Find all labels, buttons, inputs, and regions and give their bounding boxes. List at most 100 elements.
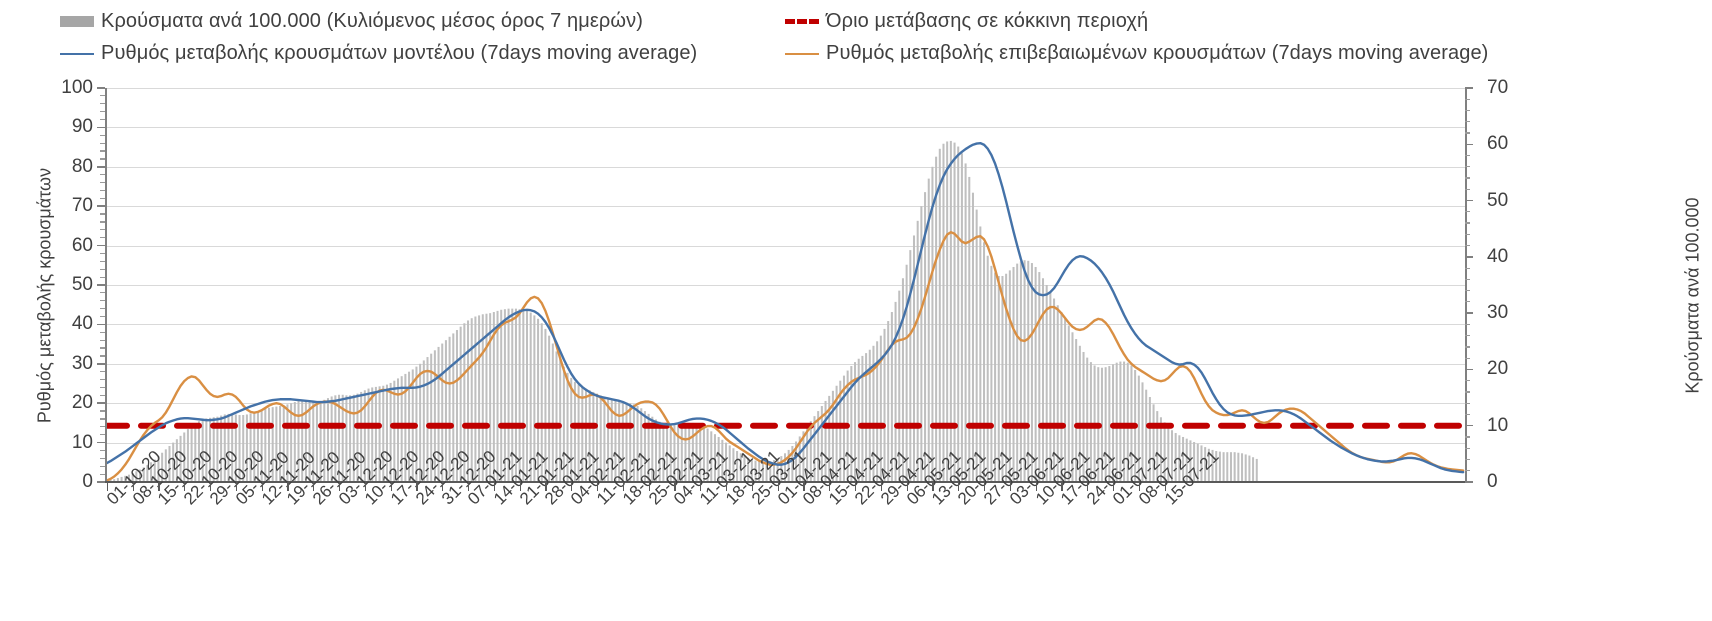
y-tick-minor xyxy=(1465,222,1470,224)
y-tick-minor xyxy=(1465,301,1470,303)
bar xyxy=(912,235,916,482)
bar xyxy=(525,310,529,482)
bar xyxy=(260,409,263,482)
bar xyxy=(968,176,971,482)
bar xyxy=(474,316,477,482)
y-tick-label: 70 xyxy=(1487,77,1509,98)
y-tick-label: 30 xyxy=(71,352,93,374)
bar xyxy=(268,407,271,482)
bar xyxy=(455,330,458,482)
bar xyxy=(231,413,234,482)
y-tick-label: 60 xyxy=(71,234,93,256)
bar xyxy=(533,315,536,482)
plot-area xyxy=(105,88,1465,482)
bar xyxy=(920,206,923,482)
bar xyxy=(127,474,130,482)
bar xyxy=(721,439,724,482)
bar xyxy=(1119,361,1122,482)
gridline xyxy=(105,88,1465,89)
y-tick-label: 30 xyxy=(1487,302,1509,324)
bar xyxy=(253,412,256,482)
y-tick-major xyxy=(97,402,105,404)
legend-label-model: Ρυθμός μεταβολής κρουσμάτων μοντέλου (7d… xyxy=(101,42,698,64)
bar xyxy=(529,312,532,482)
y-tick-minor xyxy=(100,260,105,262)
bar xyxy=(120,476,123,482)
legend-item-threshold[interactable]: Όριο μετάβασης σε κόκκινη περιοχή xyxy=(785,10,1148,33)
y-tick-minor xyxy=(1465,380,1470,382)
bar xyxy=(352,394,355,482)
bar xyxy=(522,309,525,482)
legend-item-model[interactable]: Ρυθμός μεταβολής κρουσμάτων μοντέλου (7d… xyxy=(60,42,697,65)
bar xyxy=(459,326,462,482)
y-tick-minor xyxy=(100,292,105,294)
bar xyxy=(1233,452,1236,482)
bar xyxy=(345,395,348,482)
bar xyxy=(1226,452,1229,482)
bar xyxy=(820,406,823,482)
bar xyxy=(1030,263,1033,482)
bar xyxy=(172,442,175,482)
bar xyxy=(640,408,643,482)
y-tick-major xyxy=(97,166,105,168)
x-tick xyxy=(906,482,908,491)
bar xyxy=(334,395,337,482)
bar xyxy=(245,414,248,482)
bar xyxy=(643,411,646,482)
y-axis-right-spine xyxy=(1465,88,1467,482)
bar xyxy=(610,399,613,482)
bar xyxy=(249,413,252,482)
bar xyxy=(1174,433,1177,482)
x-tick xyxy=(364,482,367,491)
bar xyxy=(603,397,606,482)
bar xyxy=(1178,435,1181,482)
bar xyxy=(732,448,735,482)
y-tick-minor xyxy=(1465,177,1470,179)
bar xyxy=(916,220,919,482)
bar xyxy=(1108,366,1111,482)
bar xyxy=(444,340,447,482)
bar xyxy=(470,318,473,482)
bar xyxy=(994,272,997,482)
bar xyxy=(422,360,425,482)
bar xyxy=(234,414,237,482)
y-tick-minor xyxy=(1465,357,1470,359)
bar xyxy=(209,417,212,482)
bar xyxy=(839,380,842,482)
y-tick-minor xyxy=(1465,470,1470,472)
y-tick-minor xyxy=(100,213,105,215)
bar xyxy=(393,380,396,482)
y-tick-label: 50 xyxy=(1487,189,1509,211)
y-tick-minor xyxy=(100,410,105,412)
y-tick-major xyxy=(1465,143,1473,146)
plot-series-svg xyxy=(105,140,1465,482)
bar xyxy=(186,429,189,482)
y-tick-minor xyxy=(1465,323,1470,325)
y-tick-minor xyxy=(100,197,105,199)
bar xyxy=(319,400,322,482)
x-tick xyxy=(622,482,625,491)
y-tick-minor xyxy=(100,465,105,467)
bar xyxy=(736,451,739,482)
bar xyxy=(1244,454,1247,482)
bar xyxy=(960,153,963,482)
bar xyxy=(728,445,731,482)
bar xyxy=(205,418,208,482)
bar xyxy=(850,366,853,482)
y-tick-label: 50 xyxy=(71,274,93,295)
bar xyxy=(135,471,138,482)
y-tick-minor xyxy=(100,347,105,349)
legend-item-confirmed[interactable]: Ρυθμός μεταβολής επιβεβαιωμένων κρουσμάτ… xyxy=(785,42,1488,65)
bar xyxy=(658,421,661,482)
bar xyxy=(216,416,219,482)
bar xyxy=(419,363,422,482)
bar xyxy=(360,391,363,482)
y-axis-right-title: Κρούσματα ανά 100.000 xyxy=(1682,197,1703,394)
legend-item-bars[interactable]: Κρούσματα ανά 100.000 (Κυλιόμενος μέσος … xyxy=(60,10,643,33)
bar xyxy=(1056,305,1059,482)
x-tick xyxy=(184,482,186,491)
y-tick-minor xyxy=(100,174,105,176)
x-tick xyxy=(700,482,702,491)
bar xyxy=(1241,453,1244,482)
y-tick-minor xyxy=(1465,166,1470,168)
